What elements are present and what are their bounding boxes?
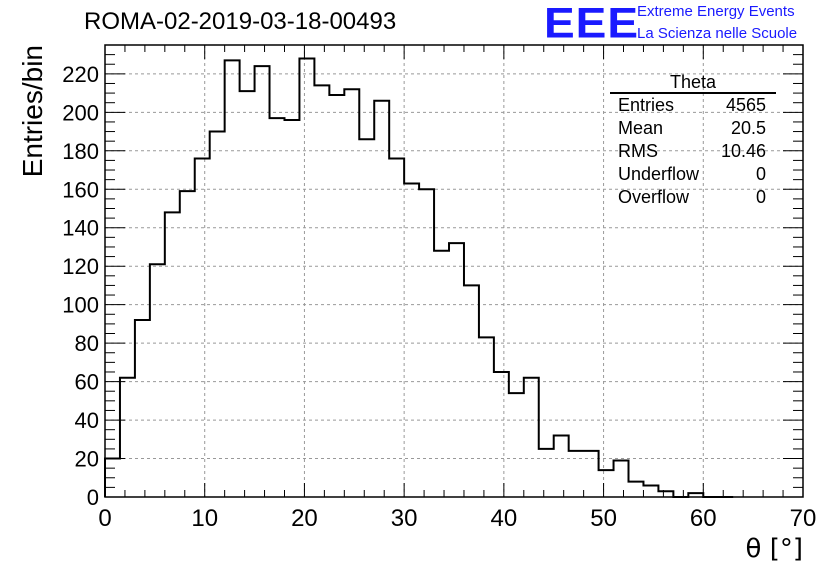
histogram-bin [404, 183, 419, 497]
stats-label: Mean [618, 118, 664, 138]
y-tick-label: 20 [75, 447, 99, 472]
histogram-bin [120, 378, 135, 497]
histogram-bin [584, 451, 599, 497]
histogram-bin [150, 264, 165, 497]
x-tick-label: 50 [590, 505, 617, 532]
histogram-bin [135, 320, 150, 497]
histogram-bin [539, 449, 554, 497]
x-tick-label: 20 [291, 505, 318, 532]
histogram-bin [449, 243, 464, 497]
stats-value: 0 [755, 187, 766, 207]
y-axis-label: Entries/bin [17, 45, 48, 177]
x-tick-label: 70 [790, 505, 817, 532]
stats-title: Theta [610, 72, 776, 94]
histogram-bin [165, 212, 180, 497]
eee-logo: EEE [544, 0, 640, 47]
x-axis-label: θ [°] [746, 534, 803, 564]
histogram-bin [374, 101, 389, 497]
plot-frame [104, 44, 804, 498]
histogram-bin [614, 460, 629, 497]
logo-line-2: La Scienza nelle Scuole [637, 25, 798, 42]
stats-value: 10.46 [720, 141, 766, 161]
histogram-bin [359, 139, 374, 497]
x-tick-label: 30 [391, 505, 418, 532]
y-tick-label: 100 [62, 293, 99, 318]
histogram-bin [643, 485, 658, 497]
histogram-bin [509, 393, 524, 497]
histogram-bin [180, 191, 195, 497]
y-tick-label: 140 [62, 216, 99, 241]
stats-label: Overflow [618, 187, 690, 207]
histogram-bin [284, 120, 299, 497]
histogram-bin [524, 378, 539, 497]
histogram-bin [389, 158, 404, 497]
stats-row-overflow: Overflow 0 [610, 186, 776, 209]
x-tick-label: 40 [491, 505, 518, 532]
stats-row-mean: Mean 20.5 [610, 117, 776, 140]
histogram-bin [210, 132, 225, 497]
stats-label: RMS [618, 141, 658, 161]
histogram-bin [255, 66, 270, 497]
histogram-bin [554, 435, 569, 497]
histogram-bin [299, 58, 314, 497]
histogram-bin [629, 482, 644, 497]
stats-value: 4565 [725, 95, 766, 115]
stats-value: 0 [755, 164, 766, 184]
y-tick-label: 80 [75, 331, 99, 356]
histogram-outline [104, 57, 734, 498]
stats-value: 20.5 [730, 118, 766, 138]
stats-label: Underflow [618, 164, 700, 184]
histogram-bin [240, 91, 255, 497]
stats-row-rms: RMS 10.46 [610, 140, 776, 163]
y-tick-label: 180 [62, 139, 99, 164]
x-tick-label: 0 [98, 505, 111, 532]
chart-title: ROMA-02-2019-03-18-00493 [84, 8, 397, 35]
histogram-bin [479, 337, 494, 497]
histogram-bin [344, 89, 359, 497]
histogram-bin [329, 95, 344, 497]
histogram-bin [419, 189, 434, 497]
histogram-bin [599, 470, 614, 497]
histogram-series [104, 57, 734, 498]
axis-labels: 0 10 20 30 40 50 60 70 0 20 40 60 80 100 120 140 160 180 2… [17, 45, 816, 564]
histogram-bin [434, 251, 449, 497]
grid [105, 45, 803, 497]
histogram-bin [105, 459, 120, 497]
stats-box: Theta Entries 4565 Mean 20.5 RMS 10.46 U… [610, 72, 776, 209]
y-tick-label: 160 [62, 177, 99, 202]
y-tick-label: 120 [62, 254, 99, 279]
stats-row-underflow: Underflow 0 [610, 163, 776, 186]
histogram-bin [225, 60, 240, 497]
histogram-bin [314, 85, 329, 497]
histogram-bin [195, 158, 210, 497]
x-tick-label: 10 [191, 505, 218, 532]
y-tick-label: 0 [87, 485, 99, 510]
x-tick-label: 60 [690, 505, 717, 532]
histogram-bin [464, 285, 479, 497]
histogram-bin [569, 451, 584, 497]
y-tick-label: 220 [62, 62, 99, 87]
histogram-bin [494, 372, 509, 497]
stats-row-entries: Entries 4565 [610, 94, 776, 117]
histogram-bin [270, 118, 285, 497]
y-tick-label: 200 [62, 100, 99, 125]
stats-label: Entries [618, 95, 675, 115]
y-tick-label: 60 [75, 370, 99, 395]
y-tick-label: 40 [75, 408, 99, 433]
logo-line-1: Extreme Energy Events [637, 3, 795, 20]
